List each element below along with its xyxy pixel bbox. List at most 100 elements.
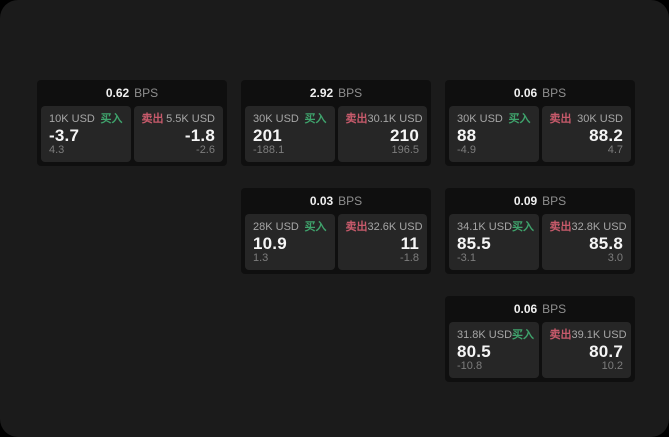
sell-amount: 32.6K USD (367, 221, 423, 233)
sell-sub-value: 196.5 (391, 144, 419, 156)
buy-panel-top: 28K USD 买入 (253, 221, 327, 233)
buy-side-label: 买入 (304, 221, 327, 233)
sell-panel-top: 卖出 30K USD (550, 113, 624, 125)
buy-panel[interactable]: 30K USD 买入 201 -188.1 (245, 106, 335, 162)
buy-side-label: 买入 (512, 329, 535, 341)
buy-sub-value: -3.1 (457, 252, 476, 264)
buy-amount: 34.1K USD (457, 221, 513, 233)
sell-price: 85.8 (589, 233, 623, 253)
sell-side-label: 卖出 (345, 113, 368, 125)
card-body: 10K USD 买入 -3.7 4.3 卖出 5.5K USD -1.8 -2.… (37, 106, 227, 166)
bps-value: 0.62 (105, 86, 130, 100)
sell-amount: 30.1K USD (367, 113, 423, 125)
sell-price: 11 (400, 233, 419, 253)
buy-side-label: 买入 (508, 113, 531, 125)
buy-amount: 30K USD (253, 113, 299, 125)
sell-side-label: 卖出 (549, 113, 572, 125)
card-body: 34.1K USD 买入 85.5 -3.1 卖出 32.8K USD 85.8… (445, 214, 635, 274)
bps-unit-label: BPS (542, 302, 567, 316)
bps-value: 0.06 (513, 86, 538, 100)
cards-grid: 0.62 BPS 10K USD 买入 -3.7 4.3 卖出 5.5K USD… (37, 80, 635, 382)
sell-panel-top: 卖出 32.6K USD (345, 221, 423, 233)
buy-amount: 30K USD (457, 113, 503, 125)
card-header: 0.03 BPS (241, 188, 431, 214)
sell-sub-value: -2.6 (196, 144, 215, 156)
sell-panel-top: 卖出 30.1K USD (345, 113, 423, 125)
sell-panel[interactable]: 卖出 5.5K USD -1.8 -2.6 (133, 106, 223, 162)
sell-amount: 30K USD (577, 113, 623, 125)
sell-side-label: 卖出 (141, 113, 164, 125)
sell-panel-top: 卖出 5.5K USD (142, 113, 216, 125)
sell-amount: 5.5K USD (166, 113, 215, 125)
sell-amount: 39.1K USD (571, 329, 627, 341)
sell-side-label: 卖出 (549, 221, 572, 233)
quote-card: 0.09 BPS 34.1K USD 买入 85.5 -3.1 卖出 32.8K… (445, 188, 635, 274)
buy-panel[interactable]: 28K USD 买入 10.9 1.3 (245, 214, 335, 270)
card-body: 30K USD 买入 88 -4.9 卖出 30K USD 88.2 4.7 (445, 106, 635, 166)
sell-panel-top: 卖出 32.8K USD (549, 221, 627, 233)
buy-side-label: 买入 (304, 113, 327, 125)
bps-value: 0.09 (513, 194, 538, 208)
buy-sub-value: -10.8 (457, 360, 483, 372)
sell-amount: 32.8K USD (571, 221, 627, 233)
buy-panel[interactable]: 30K USD 买入 88 -4.9 (449, 106, 539, 162)
buy-sub-value: -188.1 (253, 144, 285, 156)
bps-unit-label: BPS (134, 86, 159, 100)
buy-panel[interactable]: 34.1K USD 买入 85.5 -3.1 (449, 214, 539, 270)
sell-side-label: 卖出 (549, 329, 572, 341)
buy-amount: 10K USD (49, 113, 95, 125)
buy-sub-value: 4.3 (49, 144, 65, 156)
sell-panel[interactable]: 卖出 32.8K USD 85.8 3.0 (541, 214, 631, 270)
card-header: 0.06 BPS (445, 296, 635, 322)
sell-panel[interactable]: 卖出 30.1K USD 210 196.5 (337, 106, 427, 162)
sell-panel-top: 卖出 39.1K USD (549, 329, 627, 341)
buy-price: 10.9 (253, 233, 287, 253)
bps-unit-label: BPS (542, 86, 567, 100)
bps-value: 0.03 (309, 194, 334, 208)
sell-panel[interactable]: 卖出 32.6K USD 11 -1.8 (337, 214, 427, 270)
bps-unit-label: BPS (338, 86, 363, 100)
sell-panel[interactable]: 卖出 30K USD 88.2 4.7 (541, 106, 631, 162)
sell-side-label: 卖出 (345, 221, 368, 233)
card-header: 0.09 BPS (445, 188, 635, 214)
buy-amount: 28K USD (253, 221, 299, 233)
buy-price: 88 (457, 125, 477, 145)
buy-price: 80.5 (457, 341, 491, 361)
sell-price: 80.7 (589, 341, 623, 361)
card-body: 31.8K USD 买入 80.5 -10.8 卖出 39.1K USD 80.… (445, 322, 635, 382)
bps-value: 0.06 (513, 302, 538, 316)
bps-unit-label: BPS (338, 194, 363, 208)
buy-panel-top: 31.8K USD 买入 (457, 329, 535, 341)
buy-panel-top: 10K USD 买入 (49, 113, 123, 125)
sell-price: 210 (390, 125, 419, 145)
quote-card: 0.62 BPS 10K USD 买入 -3.7 4.3 卖出 5.5K USD… (37, 80, 227, 166)
quote-card: 0.06 BPS 30K USD 买入 88 -4.9 卖出 30K USD 8… (445, 80, 635, 166)
sell-sub-value: 10.2 (601, 360, 623, 372)
buy-panel[interactable]: 31.8K USD 买入 80.5 -10.8 (449, 322, 539, 378)
quote-card: 0.06 BPS 31.8K USD 买入 80.5 -10.8 卖出 39.1… (445, 296, 635, 382)
buy-panel-top: 34.1K USD 买入 (457, 221, 535, 233)
buy-price: 85.5 (457, 233, 491, 253)
buy-side-label: 买入 (100, 113, 123, 125)
bps-value: 2.92 (309, 86, 334, 100)
sell-sub-value: -1.8 (400, 252, 419, 264)
buy-panel-top: 30K USD 买入 (253, 113, 327, 125)
sell-panel[interactable]: 卖出 39.1K USD 80.7 10.2 (541, 322, 631, 378)
sell-price: 88.2 (589, 125, 623, 145)
bps-unit-label: BPS (542, 194, 567, 208)
card-body: 28K USD 买入 10.9 1.3 卖出 32.6K USD 11 -1.8 (241, 214, 431, 274)
buy-price: 201 (253, 125, 282, 145)
card-header: 2.92 BPS (241, 80, 431, 106)
buy-side-label: 买入 (512, 221, 535, 233)
buy-panel[interactable]: 10K USD 买入 -3.7 4.3 (41, 106, 131, 162)
buy-sub-value: -4.9 (457, 144, 476, 156)
card-header: 0.62 BPS (37, 80, 227, 106)
card-body: 30K USD 买入 201 -188.1 卖出 30.1K USD 210 1… (241, 106, 431, 166)
sell-price: -1.8 (184, 125, 215, 145)
sell-sub-value: 3.0 (607, 252, 623, 264)
sell-sub-value: 4.7 (607, 144, 623, 156)
buy-amount: 31.8K USD (457, 329, 513, 341)
quote-card: 2.92 BPS 30K USD 买入 201 -188.1 卖出 30.1K … (241, 80, 431, 166)
buy-panel-top: 30K USD 买入 (457, 113, 531, 125)
